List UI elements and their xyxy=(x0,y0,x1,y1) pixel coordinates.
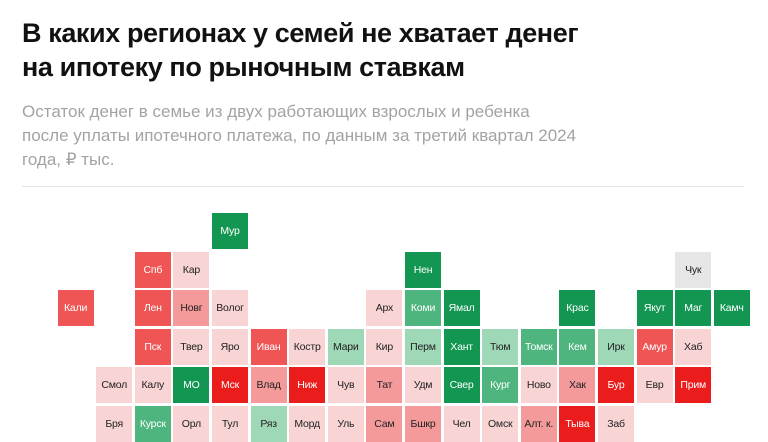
region-cell: Амур xyxy=(636,328,673,365)
region-cell: Евр xyxy=(636,367,673,404)
region-cell: Коми xyxy=(405,290,441,327)
region-cell: Удм xyxy=(405,367,441,404)
region-cell: Кали xyxy=(57,290,94,327)
region-cell: Влад xyxy=(250,367,287,404)
region-cell: Камч xyxy=(713,290,750,327)
region-cell: Сам xyxy=(366,406,403,442)
region-cell: Заб xyxy=(598,406,634,442)
region-cell: Крас xyxy=(559,290,596,327)
region-cell: Новг xyxy=(173,290,210,327)
region-cell: Хаб xyxy=(675,328,712,365)
header-divider xyxy=(22,186,744,187)
region-cell: Ново xyxy=(520,367,557,404)
region-cell: Смол xyxy=(96,367,133,404)
region-cell: Ирк xyxy=(598,328,634,365)
region-cell: Бур xyxy=(598,367,634,404)
region-cell: Ниж xyxy=(289,367,326,404)
region-cell: Прим xyxy=(675,367,712,404)
region-cell: Тул xyxy=(212,406,248,442)
region-cell: Томск xyxy=(520,328,557,365)
region-cell: Свер xyxy=(443,367,480,404)
region-cell: Кар xyxy=(173,251,210,288)
regions-cartogram: Мур Спб Кар Нен Чук Кали Лен Новг Волог Арх Коми Ям… xyxy=(57,213,750,442)
region-cell: Пск xyxy=(134,328,171,365)
region-cell: Мск xyxy=(212,367,248,404)
region-cell: Курск xyxy=(134,406,171,442)
region-cell: Алт. к. xyxy=(520,406,557,442)
region-cell: Маг xyxy=(675,290,712,327)
region-cell: Бря xyxy=(96,406,133,442)
region-cell: Тат xyxy=(366,367,403,404)
region-cell: Волог xyxy=(212,290,248,327)
region-cell: Ямал xyxy=(443,290,480,327)
region-cell: Калу xyxy=(134,367,171,404)
region-cell: Чув xyxy=(327,367,364,404)
region-cell: Лен xyxy=(134,290,171,327)
region-cell: Иван xyxy=(250,328,287,365)
region-cell: Уль xyxy=(327,406,364,442)
region-cell: Кир xyxy=(366,328,403,365)
region-cell: Тыва xyxy=(559,406,596,442)
region-cell: Хант xyxy=(443,328,480,365)
region-cell: Омск xyxy=(482,406,519,442)
region-cell: Яро xyxy=(212,328,248,365)
region-cell: Нен xyxy=(405,251,441,288)
region-cell: Орл xyxy=(173,406,210,442)
region-cell: Морд xyxy=(289,406,326,442)
region-cell: Бшкр xyxy=(405,406,441,442)
region-cell: МО xyxy=(173,367,210,404)
region-cell: Кем xyxy=(559,328,596,365)
region-cell: Ряз xyxy=(250,406,287,442)
region-cell: Чел xyxy=(443,406,480,442)
region-cell: Якут xyxy=(636,290,673,327)
region-cell: Мари xyxy=(327,328,364,365)
chart-title: В каких регионах у семей не хватает дене… xyxy=(22,18,579,82)
region-cell: Твер xyxy=(173,328,210,365)
region-cell: Тюм xyxy=(482,328,519,365)
region-cell: Чук xyxy=(675,251,712,288)
region-cell: Кург xyxy=(482,367,519,404)
region-cell: Костр xyxy=(289,328,326,365)
region-cell: Перм xyxy=(405,328,441,365)
region-cell: Мур xyxy=(212,213,248,249)
chart-subtitle: Остаток денег в семье из двух работающих… xyxy=(22,102,577,169)
region-cell: Спб xyxy=(134,251,171,288)
region-cell: Арх xyxy=(366,290,403,327)
region-cell: Хак xyxy=(559,367,596,404)
